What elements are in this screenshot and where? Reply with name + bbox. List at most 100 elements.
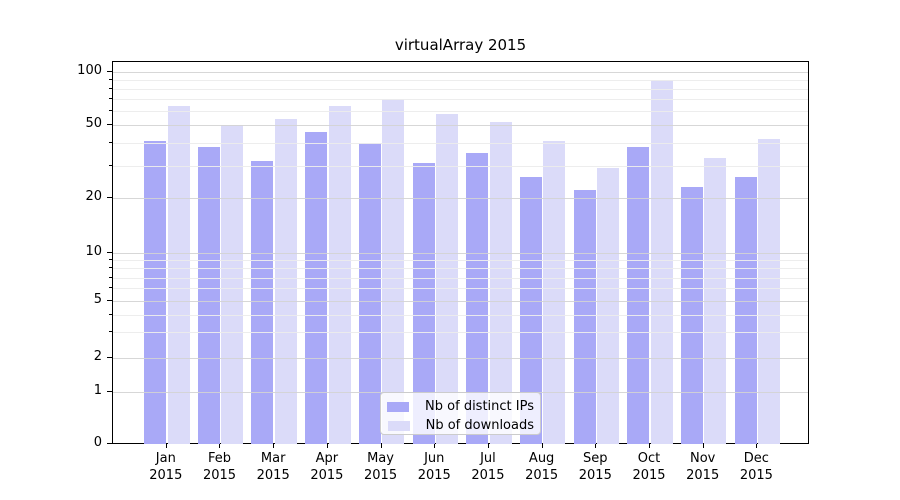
bar-distinct-ips-apr: [305, 131, 328, 444]
x-tick-feb: [219, 443, 221, 448]
bar-downloads-aug: [543, 140, 566, 444]
legend-swatch-distinct-ips: [387, 401, 410, 412]
y-tick-label-0: 0: [93, 435, 102, 450]
y-tick-label-50: 50: [85, 116, 102, 131]
x-tick-year: 2015: [149, 468, 183, 483]
legend-item-downloads: Nb of downloads: [386, 417, 534, 434]
bar-distinct-ips-aug: [519, 177, 542, 444]
y-minor-tick-4: [109, 313, 112, 315]
y-minor-tick-40: [109, 141, 112, 143]
x-tick-jul: [487, 443, 489, 448]
x-tick-month: Dec: [743, 451, 769, 466]
y-minor-tick-7: [109, 276, 112, 278]
x-tick-year: 2015: [471, 468, 505, 483]
x-tick-month: Jun: [424, 451, 445, 466]
legend: Nb of distinct IPs Nb of downloads: [380, 392, 541, 435]
y-tick-0: [107, 443, 112, 444]
bar-distinct-ips-jun: [412, 163, 435, 444]
bar-distinct-ips-nov: [681, 186, 703, 444]
y-minor-tick-9: [109, 259, 112, 261]
x-tick-year: 2015: [686, 468, 720, 483]
y-tick-label-2: 2: [93, 348, 102, 364]
x-tick-year: 2015: [632, 468, 666, 483]
bar-downloads-jun: [435, 113, 458, 444]
x-tick-label-apr: Apr 2015: [295, 450, 359, 484]
y-tick-50: [107, 124, 112, 125]
x-tick-label-dec: Dec 2015: [724, 450, 788, 484]
x-tick-mar: [273, 443, 275, 448]
x-tick-year: 2015: [202, 468, 237, 483]
chart-title: virtualArray 2015: [394, 36, 527, 54]
x-tick-year: 2015: [364, 468, 398, 483]
x-tick-month: Aug: [528, 451, 555, 466]
x-tick-month: Jul: [480, 451, 496, 466]
x-tick-label-mar: Mar 2015: [241, 450, 305, 484]
x-tick-month: Sep: [583, 451, 608, 466]
bar-distinct-ips-may: [358, 142, 381, 444]
bar-downloads-oct: [650, 79, 673, 444]
bar-downloads-nov: [704, 158, 727, 444]
y-tick-label-5: 5: [93, 292, 102, 307]
y-tick-1: [107, 391, 112, 392]
x-tick-year: 2015: [525, 468, 559, 483]
x-tick-year: 2015: [256, 468, 290, 483]
bar-distinct-ips-dec: [734, 177, 757, 444]
x-tick-month: Jan: [155, 451, 176, 466]
y-tick-label-20: 20: [85, 189, 102, 204]
bar-distinct-ips-oct: [627, 146, 650, 444]
y-minor-tick-70: [109, 98, 112, 100]
x-tick-jan: [165, 443, 167, 448]
x-tick-month: Nov: [690, 451, 716, 466]
y-tick-100: [107, 70, 112, 72]
x-tick-aug: [541, 443, 543, 448]
plot-area: [112, 61, 809, 444]
x-tick-month: Apr: [315, 451, 339, 466]
x-tick-label-nov: Nov 2015: [671, 450, 735, 484]
bar-distinct-ips-mar: [251, 160, 274, 444]
y-tick-label-1: 1: [93, 383, 102, 398]
x-tick-dec: [756, 443, 758, 448]
bar-downloads-sep: [597, 168, 620, 444]
y-tick-10: [107, 251, 112, 253]
x-tick-month: May: [367, 451, 394, 466]
y-tick-2: [107, 356, 112, 358]
legend-item-distinct-ips: Nb of distinct IPs: [386, 398, 534, 415]
x-tick-month: Feb: [207, 451, 231, 466]
bar-downloads-dec: [758, 138, 781, 444]
legend-label-distinct-ips: Nb of distinct IPs: [425, 399, 534, 414]
y-tick-5: [107, 300, 112, 301]
x-tick-label-oct: Oct 2015: [617, 450, 681, 484]
bar-distinct-ips-feb: [197, 146, 220, 444]
y-tick-20: [107, 197, 112, 198]
legend-swatch-downloads: [387, 420, 410, 431]
x-tick-year: 2015: [578, 468, 612, 483]
bar-downloads-mar: [274, 119, 297, 444]
y-minor-tick-90: [109, 78, 112, 80]
y-tick-label-100: 100: [77, 62, 102, 78]
x-tick-label-feb: Feb 2015: [187, 450, 251, 484]
x-tick-month: Oct: [637, 451, 661, 466]
y-minor-tick-3: [109, 331, 112, 333]
x-tick-oct: [649, 443, 650, 448]
y-tick-label-10: 10: [85, 243, 102, 259]
bar-downloads-jan: [167, 105, 190, 444]
x-tick-label-may: May 2015: [349, 450, 413, 484]
x-tick-apr: [326, 443, 328, 448]
x-tick-month: Mar: [260, 451, 286, 466]
bar-distinct-ips-jan: [144, 140, 167, 444]
x-tick-label-sep: Sep 2015: [563, 450, 627, 484]
x-tick-label-jul: Jul 2015: [456, 450, 520, 484]
x-tick-label-jun: Jun 2015: [402, 450, 466, 484]
y-minor-tick-6: [109, 287, 112, 289]
x-tick-year: 2015: [417, 468, 451, 483]
bar-downloads-feb: [221, 125, 244, 444]
y-minor-tick-30: [109, 164, 112, 166]
x-tick-label-jan: Jan 2015: [134, 450, 198, 484]
bars-layer: [113, 62, 808, 444]
x-tick-may: [380, 443, 382, 448]
y-minor-tick-8: [109, 267, 112, 269]
x-tick-year: 2015: [310, 468, 344, 483]
bar-downloads-jul: [489, 121, 512, 444]
x-tick-year: 2015: [739, 468, 773, 483]
